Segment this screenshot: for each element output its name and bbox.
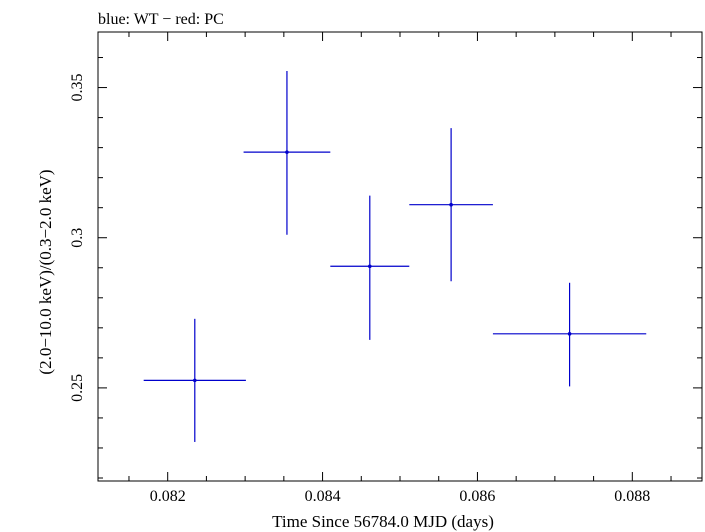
ticks-layer	[98, 32, 702, 481]
tick-labels-layer: 0.082 0.084 0.086 0.088 0.25 0.3 0.35	[69, 74, 650, 505]
chart-title: blue: WT − red: PC	[98, 11, 224, 28]
data-point	[567, 332, 572, 336]
x-tick-label: 0.082	[150, 488, 186, 505]
data-point	[368, 264, 372, 269]
y-tick-label: 0.35	[69, 74, 86, 102]
y-axis-label: (2.0−10.0 keV)/(0.3−2.0 keV)	[36, 169, 55, 374]
x-axis-label: Time Since 56784.0 MJD (days)	[272, 512, 494, 531]
plot-frame	[97, 31, 703, 482]
x-tick-label: 0.086	[459, 488, 495, 505]
y-tick-label: 0.25	[69, 374, 86, 402]
y-tick-label: 0.3	[69, 228, 86, 248]
data-layer	[143, 71, 647, 442]
x-tick-label: 0.084	[305, 488, 341, 505]
data-point	[192, 378, 197, 383]
x-tick-label: 0.088	[614, 488, 650, 505]
data-point	[449, 202, 453, 207]
data-point	[285, 150, 289, 154]
